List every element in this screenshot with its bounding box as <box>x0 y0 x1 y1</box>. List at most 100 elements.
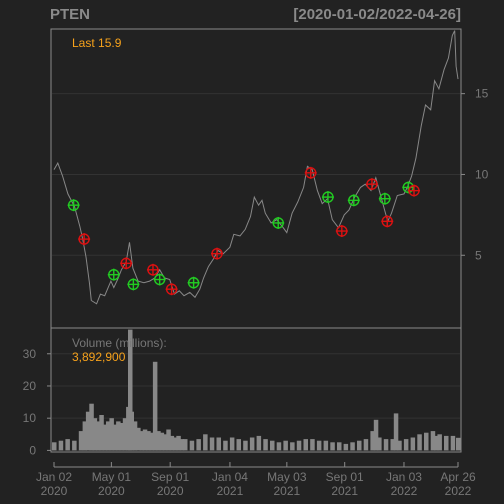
volume-bar <box>196 439 201 451</box>
volume-bar <box>373 419 379 451</box>
volume-bar <box>112 424 118 451</box>
price-panel-frame <box>50 28 462 329</box>
volume-bar <box>116 421 121 451</box>
volume-y-tick-label: 20 <box>23 379 37 393</box>
volume-bar <box>296 440 302 451</box>
volume-bar <box>330 442 335 451</box>
sell-signal-marker <box>335 225 348 238</box>
volume-bar <box>410 437 416 451</box>
volume-bar <box>357 440 362 451</box>
sell-signal-marker <box>211 247 224 260</box>
price-y-tick-label: 10 <box>475 167 489 181</box>
x-axis-tick-year: 2022 <box>445 484 472 498</box>
price-gridlines <box>52 93 460 256</box>
sell-signal-marker <box>381 215 394 228</box>
volume-bar <box>236 439 241 451</box>
volume-bar <box>323 440 329 451</box>
volume-bar <box>337 442 342 451</box>
x-axis-tick-year: 2021 <box>273 484 300 498</box>
volume-bar <box>176 435 181 451</box>
buy-signal-marker <box>378 192 391 205</box>
volume-bar <box>249 437 255 451</box>
volume-bar <box>122 418 128 451</box>
x-axis-tick-year: 2021 <box>217 484 244 498</box>
buy-signal-marker <box>347 194 360 207</box>
volume-panel: 0 10 20 30 Volume (millions): 3,892,900 <box>23 327 462 457</box>
chart-date-range: [2020-01-02/2022-04-26] <box>293 6 461 23</box>
volume-y-axis: 0 10 20 30 <box>23 347 51 457</box>
chart-symbol-title: PTEN <box>50 6 90 23</box>
volume-bar <box>370 431 375 451</box>
sell-signal-marker <box>78 233 91 246</box>
volume-y-tick-label: 0 <box>29 443 36 457</box>
x-axis-tick-year: 2022 <box>391 484 418 498</box>
buy-signal-marker <box>187 276 200 289</box>
x-axis-tick-label: May 01 <box>92 470 132 484</box>
volume-bar <box>383 439 389 451</box>
volume-bar <box>109 418 114 451</box>
volume-y-tick-label: 10 <box>23 411 37 425</box>
buy-signal-marker <box>67 199 80 212</box>
buy-signal-marker <box>321 191 334 204</box>
volume-bar <box>166 429 171 451</box>
volume-bar <box>99 415 104 451</box>
volume-bar <box>310 439 315 451</box>
volume-bar <box>434 435 439 451</box>
volume-bar <box>209 437 215 451</box>
volume-bar <box>444 435 449 451</box>
x-axis-tick-year: 2021 <box>331 484 358 498</box>
volume-bar <box>159 432 165 451</box>
volume-bar <box>52 442 57 451</box>
volume-bar <box>390 439 395 451</box>
x-axis-tick-label: Jan 03 <box>386 470 422 484</box>
volume-bar <box>437 434 442 451</box>
volume-bar <box>377 437 382 451</box>
volume-bar <box>350 442 355 451</box>
volume-bar <box>96 421 101 451</box>
volume-bar <box>128 329 133 451</box>
sell-signal-marker <box>120 257 133 270</box>
volume-bar <box>223 440 228 451</box>
volume-bar <box>65 439 70 451</box>
volume-bars <box>52 329 461 451</box>
volume-bar <box>243 440 248 451</box>
last-price-label: Last 15.9 <box>72 36 122 50</box>
volume-bar <box>132 421 138 451</box>
volume-bar <box>136 427 141 451</box>
volume-bar <box>173 437 178 451</box>
volume-bar <box>189 440 195 451</box>
volume-bar <box>85 411 91 451</box>
sell-signal-marker <box>365 178 378 191</box>
price-y-axis: 5 10 15 <box>461 87 489 262</box>
volume-bar <box>203 434 208 451</box>
buy-signal-marker <box>402 181 415 194</box>
price-series-line <box>53 30 459 305</box>
volume-bar <box>417 434 422 451</box>
volume-bar <box>290 442 295 451</box>
volume-bar <box>152 361 158 451</box>
volume-bar <box>119 423 124 451</box>
volume-bar <box>256 435 262 451</box>
buy-signal-marker <box>153 273 166 286</box>
volume-bar <box>89 403 94 451</box>
volume-bar <box>397 440 402 451</box>
x-axis-tick-year: 2020 <box>98 484 125 498</box>
volume-bar <box>82 421 88 451</box>
volume-bar <box>229 437 235 451</box>
sell-signal-marker <box>304 166 317 179</box>
volume-bar <box>162 434 168 451</box>
buy-signal-marker <box>107 268 120 281</box>
volume-bar <box>403 439 409 451</box>
volume-bar <box>58 440 64 451</box>
x-axis-tick-label: Sep 01 <box>326 470 364 484</box>
x-axis-tick-label: May 03 <box>267 470 307 484</box>
price-y-tick-label: 5 <box>475 248 482 262</box>
volume-bar <box>146 431 151 451</box>
volume-bar <box>393 413 399 451</box>
volume-value: 3,892,900 <box>72 350 126 364</box>
volume-bar <box>430 431 436 451</box>
x-axis-tick-label: Jan 02 <box>36 470 72 484</box>
volume-bar <box>316 440 322 451</box>
